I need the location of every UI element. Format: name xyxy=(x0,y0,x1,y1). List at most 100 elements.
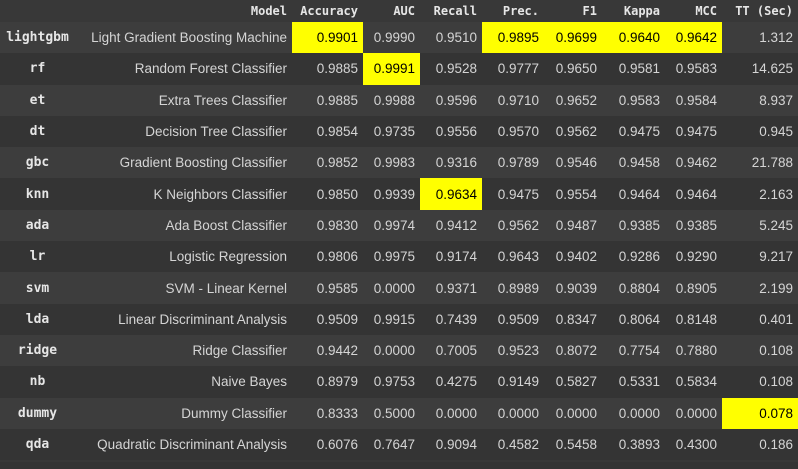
training-time-cell: 2.199 xyxy=(759,280,793,296)
precision-cell: 0.9523 xyxy=(497,343,539,359)
accuracy-cell: 0.9509 xyxy=(316,311,358,327)
mcc-cell: 0.9464 xyxy=(675,186,717,202)
kappa-cell: 0.9640 xyxy=(602,22,665,54)
model-name-cell: Ada Boost Classifier xyxy=(165,217,287,233)
recall-cell: 0.7439 xyxy=(435,311,477,327)
kappa-cell: 0.3893 xyxy=(618,437,660,452)
precision-cell: 0.9777 xyxy=(497,61,539,77)
training-time-cell: 0.078 xyxy=(722,397,798,429)
kappa-cell: 0.5331 xyxy=(618,374,660,390)
row-index: rf xyxy=(29,61,46,77)
kappa-cell: 0.9286 xyxy=(618,249,660,265)
accuracy-cell: 0.9442 xyxy=(316,343,358,359)
auc-cell: 0.9753 xyxy=(373,374,415,390)
mcc-cell: 0.8148 xyxy=(675,311,717,327)
precision-cell: 0.9149 xyxy=(497,374,539,390)
row-index: lightgbm xyxy=(6,30,69,46)
training-time-cell: 5.245 xyxy=(759,217,793,233)
recall-cell: 0.7005 xyxy=(435,343,477,359)
auc-cell: 0.9735 xyxy=(373,124,415,140)
f1-cell: 0.9650 xyxy=(555,61,597,77)
table-row: ada Ada Boost Classifier 0.9830 0.9974 0… xyxy=(0,209,798,242)
accuracy-cell: 0.9806 xyxy=(316,249,358,265)
mcc-cell: 0.5834 xyxy=(675,374,717,390)
row-index: ridge xyxy=(17,343,58,359)
mcc-cell: 0.7880 xyxy=(675,343,717,359)
kappa-cell: 0.9581 xyxy=(618,61,660,77)
f1-cell: 0.8347 xyxy=(555,311,597,327)
precision-cell: 0.9509 xyxy=(497,311,539,327)
precision-cell: 0.8989 xyxy=(497,280,539,296)
f1-cell: 0.9699 xyxy=(544,22,602,54)
f1-cell: 0.9546 xyxy=(555,155,597,171)
precision-cell: 0.0000 xyxy=(497,405,539,421)
mcc-cell: 0.9385 xyxy=(675,217,717,233)
f1-cell: 0.9554 xyxy=(555,186,597,202)
accuracy-cell: 0.9854 xyxy=(316,124,358,140)
accuracy-cell: 0.9850 xyxy=(316,186,358,202)
recall-cell: 0.9634 xyxy=(420,178,482,210)
training-time-cell: 8.937 xyxy=(759,92,793,108)
accuracy-cell: 0.9885 xyxy=(316,61,358,77)
mcc-cell: 0.9583 xyxy=(675,61,717,77)
model-name-cell: Quadratic Discriminant Analysis xyxy=(97,437,287,452)
kappa-cell: 0.9583 xyxy=(618,92,660,108)
model-name-cell: Light Gradient Boosting Machine xyxy=(91,30,287,46)
accuracy-cell: 0.9585 xyxy=(316,280,358,296)
accuracy-cell: 0.9852 xyxy=(316,155,358,171)
kappa-cell: 0.9464 xyxy=(618,186,660,202)
mcc-cell: 0.9290 xyxy=(675,249,717,265)
header-index xyxy=(0,0,75,22)
mcc-cell: 0.9584 xyxy=(675,92,717,108)
model-name-cell: Dummy Classifier xyxy=(181,405,287,421)
training-time-cell: 9.217 xyxy=(759,249,793,265)
header-mcc: MCC xyxy=(665,0,722,22)
f1-cell: 0.5827 xyxy=(555,374,597,390)
f1-cell: 0.0000 xyxy=(555,405,597,421)
accuracy-cell: 0.6076 xyxy=(316,437,358,452)
model-name-cell: Ridge Classifier xyxy=(192,343,287,359)
row-index: et xyxy=(29,92,46,108)
recall-cell: 0.9094 xyxy=(435,437,477,452)
recall-cell: 0.0000 xyxy=(435,405,477,421)
accuracy-cell: 0.9830 xyxy=(316,217,358,233)
header-f1: F1 xyxy=(544,0,602,22)
header-precision: Prec. xyxy=(482,0,544,22)
table-row: nb Naive Bayes 0.8979 0.9753 0.4275 0.91… xyxy=(0,366,798,398)
table-row: lda Linear Discriminant Analysis 0.9509 … xyxy=(0,303,798,335)
table-row: svm SVM - Linear Kernel 0.9585 0.0000 0.… xyxy=(0,272,798,304)
model-name-cell: K Neighbors Classifier xyxy=(153,186,287,202)
kappa-cell: 0.9475 xyxy=(618,124,660,140)
row-index: dummy xyxy=(17,405,58,421)
f1-cell: 0.9562 xyxy=(555,124,597,140)
table-row: dt Decision Tree Classifier 0.9854 0.973… xyxy=(0,115,798,148)
precision-cell: 0.9789 xyxy=(497,155,539,171)
recall-cell: 0.9528 xyxy=(435,61,477,77)
cut-off-next-row xyxy=(0,462,798,469)
header-auc: AUC xyxy=(363,0,420,22)
model-name-cell: Naive Bayes xyxy=(211,374,287,390)
header-accuracy: Accuracy xyxy=(292,0,363,22)
header-recall: Recall xyxy=(420,0,482,22)
mcc-cell: 0.9475 xyxy=(675,124,717,140)
training-time-cell: 0.401 xyxy=(759,311,793,327)
table-row: dummy Dummy Classifier 0.8333 0.5000 0.0… xyxy=(0,397,798,429)
table-header-row: Model Accuracy AUC Recall Prec. F1 Kappa… xyxy=(0,0,798,22)
mcc-cell: 0.4300 xyxy=(675,437,717,452)
table-row: qda Quadratic Discriminant Analysis 0.60… xyxy=(0,428,798,461)
accuracy-cell: 0.9901 xyxy=(292,22,363,54)
precision-cell: 0.9895 xyxy=(482,22,544,54)
auc-cell: 0.5000 xyxy=(373,405,415,421)
recall-cell: 0.9371 xyxy=(435,280,477,296)
header-kappa: Kappa xyxy=(602,0,665,22)
mcc-cell: 0.0000 xyxy=(675,405,717,421)
mcc-cell: 0.9642 xyxy=(665,22,722,54)
training-time-cell: 0.108 xyxy=(759,374,793,390)
recall-cell: 0.9174 xyxy=(435,249,477,265)
recall-cell: 0.9316 xyxy=(435,155,477,171)
table-row: lightgbm Light Gradient Boosting Machine… xyxy=(0,22,798,54)
table-row: ridge Ridge Classifier 0.9442 0.0000 0.7… xyxy=(0,334,798,367)
f1-cell: 0.9039 xyxy=(555,280,597,296)
model-name-cell: Gradient Boosting Classifier xyxy=(119,155,287,171)
